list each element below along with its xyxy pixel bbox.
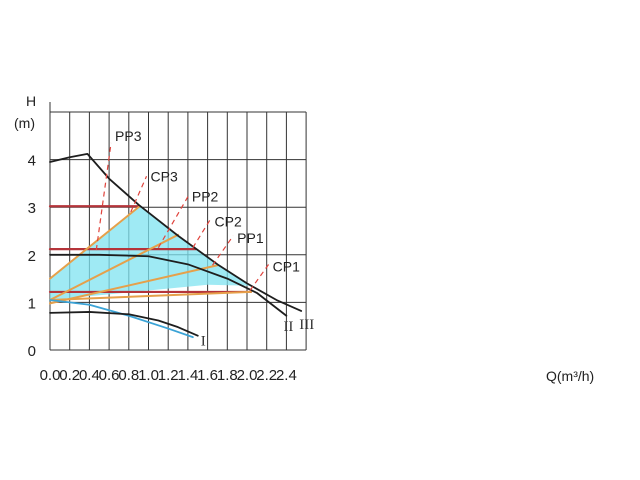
label-cp2: CP2: [215, 213, 242, 229]
x-tick-label: 2.4: [276, 367, 297, 384]
series-line-i-curve: [49, 311, 199, 337]
tick-labels: 0.00.20.40.60.81.01.21.41.61.82.02.22.4 0…: [28, 153, 297, 384]
x-tick-label: 0.6: [99, 367, 120, 384]
series-line-pp3-pp: [49, 205, 141, 280]
y-tick-label: 1: [28, 295, 36, 312]
annotation-leaders: [95, 142, 270, 291]
label-i: I: [201, 333, 206, 349]
x-tick-label: 1.2: [158, 367, 179, 384]
label-cp3: CP3: [151, 168, 178, 184]
series-line-pp1-pp: [49, 264, 219, 305]
x-tick-label: 0.2: [59, 367, 80, 384]
series-line-iii-curve: [49, 152, 303, 312]
label-pp3: PP3: [115, 128, 142, 144]
x-tick-label: 2.2: [256, 367, 277, 384]
x-tick-label: 1.6: [197, 367, 218, 384]
label-cp1: CP1: [273, 259, 300, 275]
x-tick-label: 2.0: [237, 367, 258, 384]
x-tick-label: 1.4: [177, 367, 198, 384]
operating-region: [50, 206, 251, 301]
series-line-ii-curve: [49, 253, 288, 317]
y-tick-label: 4: [28, 153, 36, 170]
shaded-region: [50, 206, 251, 301]
series-lines: [48, 152, 303, 339]
leader-pp1: [212, 235, 234, 266]
label-pp1: PP1: [237, 230, 264, 246]
leader-cp1: [249, 263, 270, 291]
x-axis-title: Q(m³/h): [546, 368, 594, 384]
series-line-pp2-pp: [49, 233, 180, 302]
label-ii: II: [283, 319, 293, 335]
leader-pp3: [95, 142, 112, 251]
y-tick-label: 3: [28, 200, 36, 217]
label-iii: III: [299, 317, 314, 333]
label-pp2: PP2: [192, 189, 219, 205]
y-tick-label: 2: [28, 248, 36, 265]
x-tick-label: 0.8: [118, 367, 139, 384]
y-axis-unit: (m): [14, 115, 35, 131]
leader-cp2: [192, 218, 212, 248]
leader-cp3: [130, 176, 148, 213]
x-tick-label: 0.4: [79, 367, 100, 384]
series-line-i-blue: [49, 299, 194, 339]
x-tick-label: 0.0: [40, 367, 61, 384]
y-tick-label: 0: [28, 343, 36, 360]
x-tick-label: 1.0: [138, 367, 159, 384]
series-line-pp0-pp: [49, 290, 252, 302]
y-axis-title: H: [26, 93, 36, 109]
leader-pp2: [157, 196, 189, 248]
x-tick-label: 1.8: [217, 367, 238, 384]
